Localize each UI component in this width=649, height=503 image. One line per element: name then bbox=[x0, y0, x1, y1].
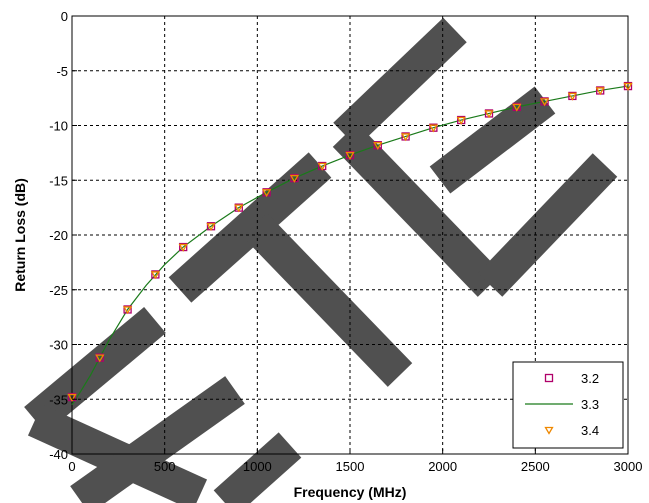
y-tick-label: -35 bbox=[49, 392, 68, 407]
data-point bbox=[428, 124, 439, 133]
legend-label: 3.4 bbox=[581, 423, 599, 438]
series-line bbox=[71, 85, 629, 406]
data-point bbox=[234, 204, 244, 213]
data-point bbox=[317, 162, 327, 171]
y-axis-title: Return Loss (dB) bbox=[12, 178, 28, 292]
legend-label: 3.2 bbox=[581, 371, 599, 386]
x-tick-label: 2500 bbox=[521, 459, 550, 474]
y-tick-label: -25 bbox=[49, 283, 68, 298]
data-point bbox=[623, 82, 633, 91]
legend-item-3-2: 3.2 bbox=[544, 371, 599, 386]
x-tick-label: 2000 bbox=[428, 459, 457, 474]
ete-watermark bbox=[24, 17, 618, 503]
legend-marker bbox=[544, 426, 554, 435]
data-point bbox=[539, 98, 550, 107]
y-tick-label: -40 bbox=[49, 447, 68, 462]
x-tick-label: 0 bbox=[68, 459, 75, 474]
data-point bbox=[122, 306, 133, 315]
data-point bbox=[95, 354, 105, 363]
x-axis-title: Frequency (MHz) bbox=[294, 484, 407, 500]
watermark-stroke-9 bbox=[429, 86, 556, 194]
y-tick-label: -30 bbox=[49, 338, 68, 353]
watermark-stroke-8 bbox=[332, 123, 503, 297]
grid bbox=[72, 16, 628, 454]
data-point bbox=[289, 174, 300, 183]
legend-item-3-3: 3.3 bbox=[525, 397, 599, 412]
data-point bbox=[456, 116, 466, 125]
y-tick-label: 0 bbox=[61, 9, 68, 24]
x-tick-label: 3000 bbox=[614, 459, 643, 474]
data-point bbox=[67, 393, 77, 402]
watermark-stroke-10 bbox=[477, 153, 618, 297]
data-point bbox=[595, 87, 605, 96]
data-point bbox=[373, 142, 383, 151]
legend-marker bbox=[544, 373, 554, 383]
watermark-stroke-5 bbox=[168, 152, 332, 303]
x-tick-label: 500 bbox=[154, 459, 176, 474]
watermark-stroke-4 bbox=[213, 432, 302, 503]
data-point bbox=[512, 103, 522, 112]
data-point bbox=[345, 151, 355, 160]
series-layer bbox=[67, 81, 633, 406]
x-tick-label: 1000 bbox=[243, 459, 272, 474]
y-tick-label: -5 bbox=[56, 64, 68, 79]
data-point bbox=[178, 243, 188, 252]
data-point bbox=[400, 133, 411, 142]
data-point bbox=[484, 110, 494, 119]
watermark-stroke-7 bbox=[333, 17, 467, 148]
data-point bbox=[567, 92, 578, 101]
legend-label: 3.3 bbox=[581, 397, 599, 412]
legend-box bbox=[512, 361, 624, 449]
data-point bbox=[206, 223, 216, 232]
data-point bbox=[150, 271, 161, 280]
watermark-stroke-1 bbox=[24, 306, 166, 434]
x-tick-label: 1500 bbox=[336, 459, 365, 474]
watermark-stroke-3 bbox=[70, 376, 245, 503]
y-tick-label: -20 bbox=[49, 228, 68, 243]
tick-labels: 0 500 1000 1500 2000 2500 3000 0 -5 -10 -15 -20 -25 -… bbox=[49, 9, 642, 474]
data-point bbox=[261, 189, 272, 198]
legend-item-3-4: 3.4 bbox=[544, 423, 599, 438]
watermark-stroke-6 bbox=[242, 213, 413, 387]
legend: 3.2 3.3 3.4 bbox=[512, 361, 624, 449]
y-tick-label: -15 bbox=[49, 173, 68, 188]
y-tick-label: -10 bbox=[49, 119, 68, 134]
series-3-4 bbox=[67, 82, 633, 402]
series-3-3 bbox=[71, 85, 629, 406]
